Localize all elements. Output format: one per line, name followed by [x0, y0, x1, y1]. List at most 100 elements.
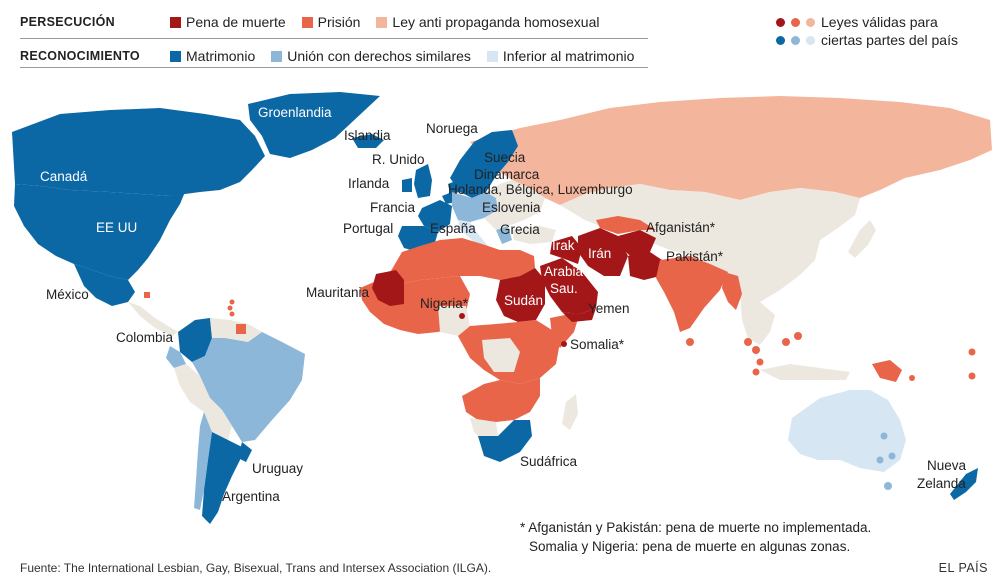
region-japan [848, 220, 876, 258]
legend-label-marriage: Matrimonio [186, 48, 256, 64]
legend-item-marriage: Matrimonio [170, 48, 255, 64]
region-central-america [128, 302, 178, 336]
region-greenland [248, 92, 380, 158]
partial-laws-text-1: Leyes válidas para [821, 14, 938, 30]
label-afghanistan: Afganistán* [646, 220, 716, 235]
label-greece: Grecia [500, 222, 540, 237]
region-india [656, 256, 728, 332]
swatch-marriage [170, 50, 181, 62]
dot-propaganda [806, 17, 815, 27]
label-denmark: Dinamarca [474, 167, 540, 182]
label-arabia-1: Arabia [544, 264, 584, 279]
borneo-dot [782, 338, 790, 346]
pacific-dot-1 [968, 348, 976, 356]
legend-item-death-penalty: Pena de muerte [170, 14, 286, 30]
label-iran: Irán [588, 246, 611, 261]
region-southern-africa [462, 378, 540, 422]
region-canada [12, 108, 265, 196]
region-ecuador [166, 346, 186, 368]
legend-recognition-title: RECONOCIMIENTO [20, 49, 140, 63]
region-mexico [74, 264, 135, 306]
australia-partial-dot-1 [880, 432, 888, 440]
label-argentina: Argentina [222, 489, 280, 504]
label-greenland: Groenlandia [258, 105, 332, 120]
legend-label-death: Pena de muerte [186, 14, 286, 30]
region-russia [470, 96, 992, 205]
label-portugal: Portugal [343, 221, 393, 236]
legend-item-inferior: Inferior al matrimonio [486, 48, 635, 64]
region-north-africa [388, 238, 535, 284]
label-iraq: Irak [552, 238, 575, 253]
dot-marriage [776, 35, 785, 45]
swatch-death [170, 16, 181, 28]
region-myanmar [722, 272, 742, 310]
region-denmark [448, 180, 460, 194]
pacific-dot-3 [909, 375, 915, 381]
label-france: Francia [370, 200, 416, 215]
region-brazil [192, 332, 305, 442]
region-argentina [202, 432, 244, 524]
label-uk: R. Unido [372, 152, 425, 167]
region-france [418, 200, 452, 232]
region-usa [14, 184, 185, 280]
legend-label-propaganda: Ley anti propaganda homosexual [392, 14, 600, 30]
label-colombia: Colombia [116, 330, 174, 345]
region-mauritania [372, 270, 404, 306]
label-nz-1: Nueva [927, 458, 967, 473]
label-pakistan: Pakistán* [666, 249, 724, 264]
region-uk [414, 164, 432, 198]
caribbean-island-3 [229, 311, 235, 317]
label-somalia: Somalia* [570, 337, 625, 352]
label-mauritania: Mauritania [306, 285, 370, 300]
region-southeast-asia [740, 292, 775, 345]
region-saudi-arabia [540, 258, 598, 314]
legend-label-prison: Prisión [317, 14, 361, 30]
source-credit: Fuente: The International Lesbian, Gay, … [20, 561, 492, 575]
footnote-line-2: Somalia y Nigeria: pena de muerte en alg… [529, 539, 851, 554]
legend-divider [20, 38, 648, 39]
legend-label-inferior: Inferior al matrimonio [502, 48, 635, 64]
legend-label-union: Unión con derechos similares [287, 48, 471, 64]
malaysia-dot [744, 338, 752, 346]
legend-bottom-rule [20, 67, 648, 68]
region-uruguay [238, 442, 252, 462]
legend-persecution: PERSECUCIÓN Pena de muerte Prisión Ley a… [20, 11, 615, 33]
somalia-partial-death-dot [561, 341, 567, 347]
label-arabia-2: Sau. [550, 281, 578, 296]
label-nz-2: Zelanda [917, 476, 966, 491]
dot-prison [791, 17, 800, 27]
brand-logo: EL PAÍS [938, 561, 988, 575]
pacific-dot-2 [968, 372, 976, 380]
australia-partial-dot-2 [876, 456, 884, 464]
region-sudan [496, 268, 545, 322]
region-turkey [512, 226, 556, 244]
label-usa: EE UU [96, 220, 137, 235]
world-map: Groenlandia Islandia Noruega R. Unido Su… [12, 92, 992, 524]
dot-death [776, 17, 785, 27]
indonesia-dot-3 [752, 368, 760, 376]
footnote: * Afganistán y Pakistán: pena de muerte … [520, 518, 871, 556]
region-central-europe [452, 192, 498, 222]
region-guyana [236, 324, 246, 334]
region-madagascar [562, 394, 578, 430]
region-peru [174, 364, 210, 412]
australia-partial-dot-3 [888, 452, 896, 460]
swatch-prison [301, 16, 313, 28]
region-italy [458, 220, 488, 248]
region-congo [482, 338, 520, 372]
region-scandinavia [450, 130, 518, 198]
legend-item-union: Unión con derechos similares [271, 48, 471, 64]
partial-laws-legend: Leyes válidas para ciertas partes del pa… [776, 13, 958, 49]
swatch-union [271, 50, 283, 62]
region-australia [788, 390, 906, 472]
indonesia-dot-1 [752, 346, 760, 354]
footnote-line-1: * Afganistán y Pakistán: pena de muerte … [520, 520, 872, 535]
label-sweden: Suecia [484, 150, 526, 165]
legend-item-prison: Prisión [301, 14, 361, 30]
label-ireland: Irlanda [348, 176, 390, 191]
partial-laws-text-2: ciertas partes del país [821, 32, 958, 48]
dot-inferior [806, 35, 815, 45]
label-canada: Canadá [40, 169, 88, 184]
label-benelux: Holanda, Bélgica, Luxemburgo [448, 182, 633, 197]
region-south-africa [478, 420, 532, 462]
